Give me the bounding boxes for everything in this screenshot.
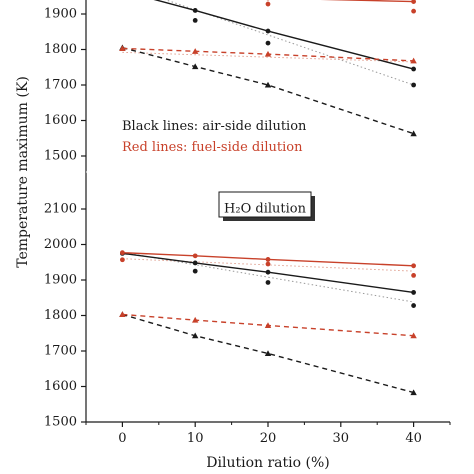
data-point-triangle — [119, 45, 126, 51]
upper-panel — [119, 0, 417, 137]
data-point-circle — [411, 66, 416, 72]
data-point-circle — [411, 303, 416, 308]
legend-box: H₂O dilution — [218, 191, 315, 221]
series-line-air-dashed — [122, 313, 414, 394]
x-tick-label: 10 — [187, 431, 204, 446]
series-line-fuel-solid — [122, 251, 414, 267]
data-point-circle — [192, 260, 198, 266]
data-point-triangle — [264, 322, 272, 328]
data-point-circle — [411, 0, 416, 4]
y-tick-label: 1500 — [44, 149, 77, 164]
data-point-circle — [265, 40, 271, 46]
data-point-triangle — [119, 311, 126, 317]
data-point-circle — [265, 257, 271, 262]
data-point-circle — [265, 261, 271, 267]
series-line-fuel-dashed — [122, 313, 414, 337]
data-point-circle — [120, 250, 125, 256]
series-line-air-solid — [153, 0, 414, 70]
data-point-circle — [192, 253, 198, 259]
data-point-circle — [411, 263, 416, 269]
data-point-circle — [192, 17, 198, 23]
annotation-red-lines: Red lines: fuel-side dilution — [122, 140, 303, 155]
y-tick-label: 1800 — [44, 42, 77, 57]
lower-panel — [119, 250, 417, 396]
data-point-circle — [192, 8, 198, 13]
y-tick-label: 2000 — [44, 237, 77, 252]
data-point-triangle — [192, 332, 199, 339]
y-tick-label: 2100 — [44, 202, 77, 217]
fit-line — [122, 51, 414, 63]
y-tick-label: 1800 — [44, 308, 77, 323]
y-tick-label: 1900 — [44, 7, 77, 22]
x-axis-title: Dilution ratio (%) — [206, 455, 329, 471]
legend-title: H₂O dilution — [224, 202, 307, 217]
y-axis-ticks: 1500 1600 1700 1800 1900 1500 1600 1700 1800 1900… — [44, 7, 86, 430]
data-point-circle — [411, 272, 416, 278]
data-point-triangle — [410, 57, 417, 64]
y-axis-title: Temperature maximum (K) — [15, 76, 31, 268]
data-point-circle — [411, 8, 416, 14]
data-point-circle — [411, 82, 416, 88]
y-tick-label: 1500 — [44, 415, 77, 430]
data-point-triangle — [410, 130, 417, 137]
data-point-circle — [192, 268, 198, 274]
data-point-circle — [265, 269, 271, 275]
series-line-air-solid — [122, 252, 414, 294]
data-point-triangle — [264, 81, 272, 88]
data-point-triangle — [410, 332, 417, 339]
y-tick-label: 1900 — [44, 273, 77, 288]
x-tick-label: 30 — [333, 431, 350, 446]
data-point-circle — [265, 280, 271, 285]
data-point-triangle — [192, 48, 199, 54]
data-point-triangle — [410, 389, 417, 396]
series-line-air-dashed — [122, 47, 414, 135]
x-axis-ticks: 0 10 20 30 40 — [85, 422, 451, 446]
data-point-circle — [120, 257, 125, 263]
data-point-triangle — [264, 50, 272, 57]
y-tick-label: 1700 — [44, 78, 77, 93]
x-tick-label: 40 — [405, 431, 422, 446]
data-point-circle — [265, 28, 271, 34]
data-point-circle — [265, 1, 271, 7]
data-point-triangle — [264, 350, 272, 357]
data-point-triangle — [192, 316, 199, 323]
y-tick-label: 1700 — [44, 344, 77, 359]
x-tick-label: 0 — [118, 431, 126, 446]
y-tick-label: 1600 — [44, 113, 77, 128]
annotation-black-lines: Black lines: air-side dilution — [122, 119, 307, 134]
x-tick-label: 20 — [260, 431, 277, 446]
data-point-circle — [411, 290, 416, 295]
fit-line — [122, 258, 414, 272]
y-tick-label: 1600 — [44, 379, 77, 394]
fit-line — [164, 0, 414, 86]
series-line-fuel-dashed — [122, 47, 414, 62]
data-point-triangle — [192, 63, 199, 70]
